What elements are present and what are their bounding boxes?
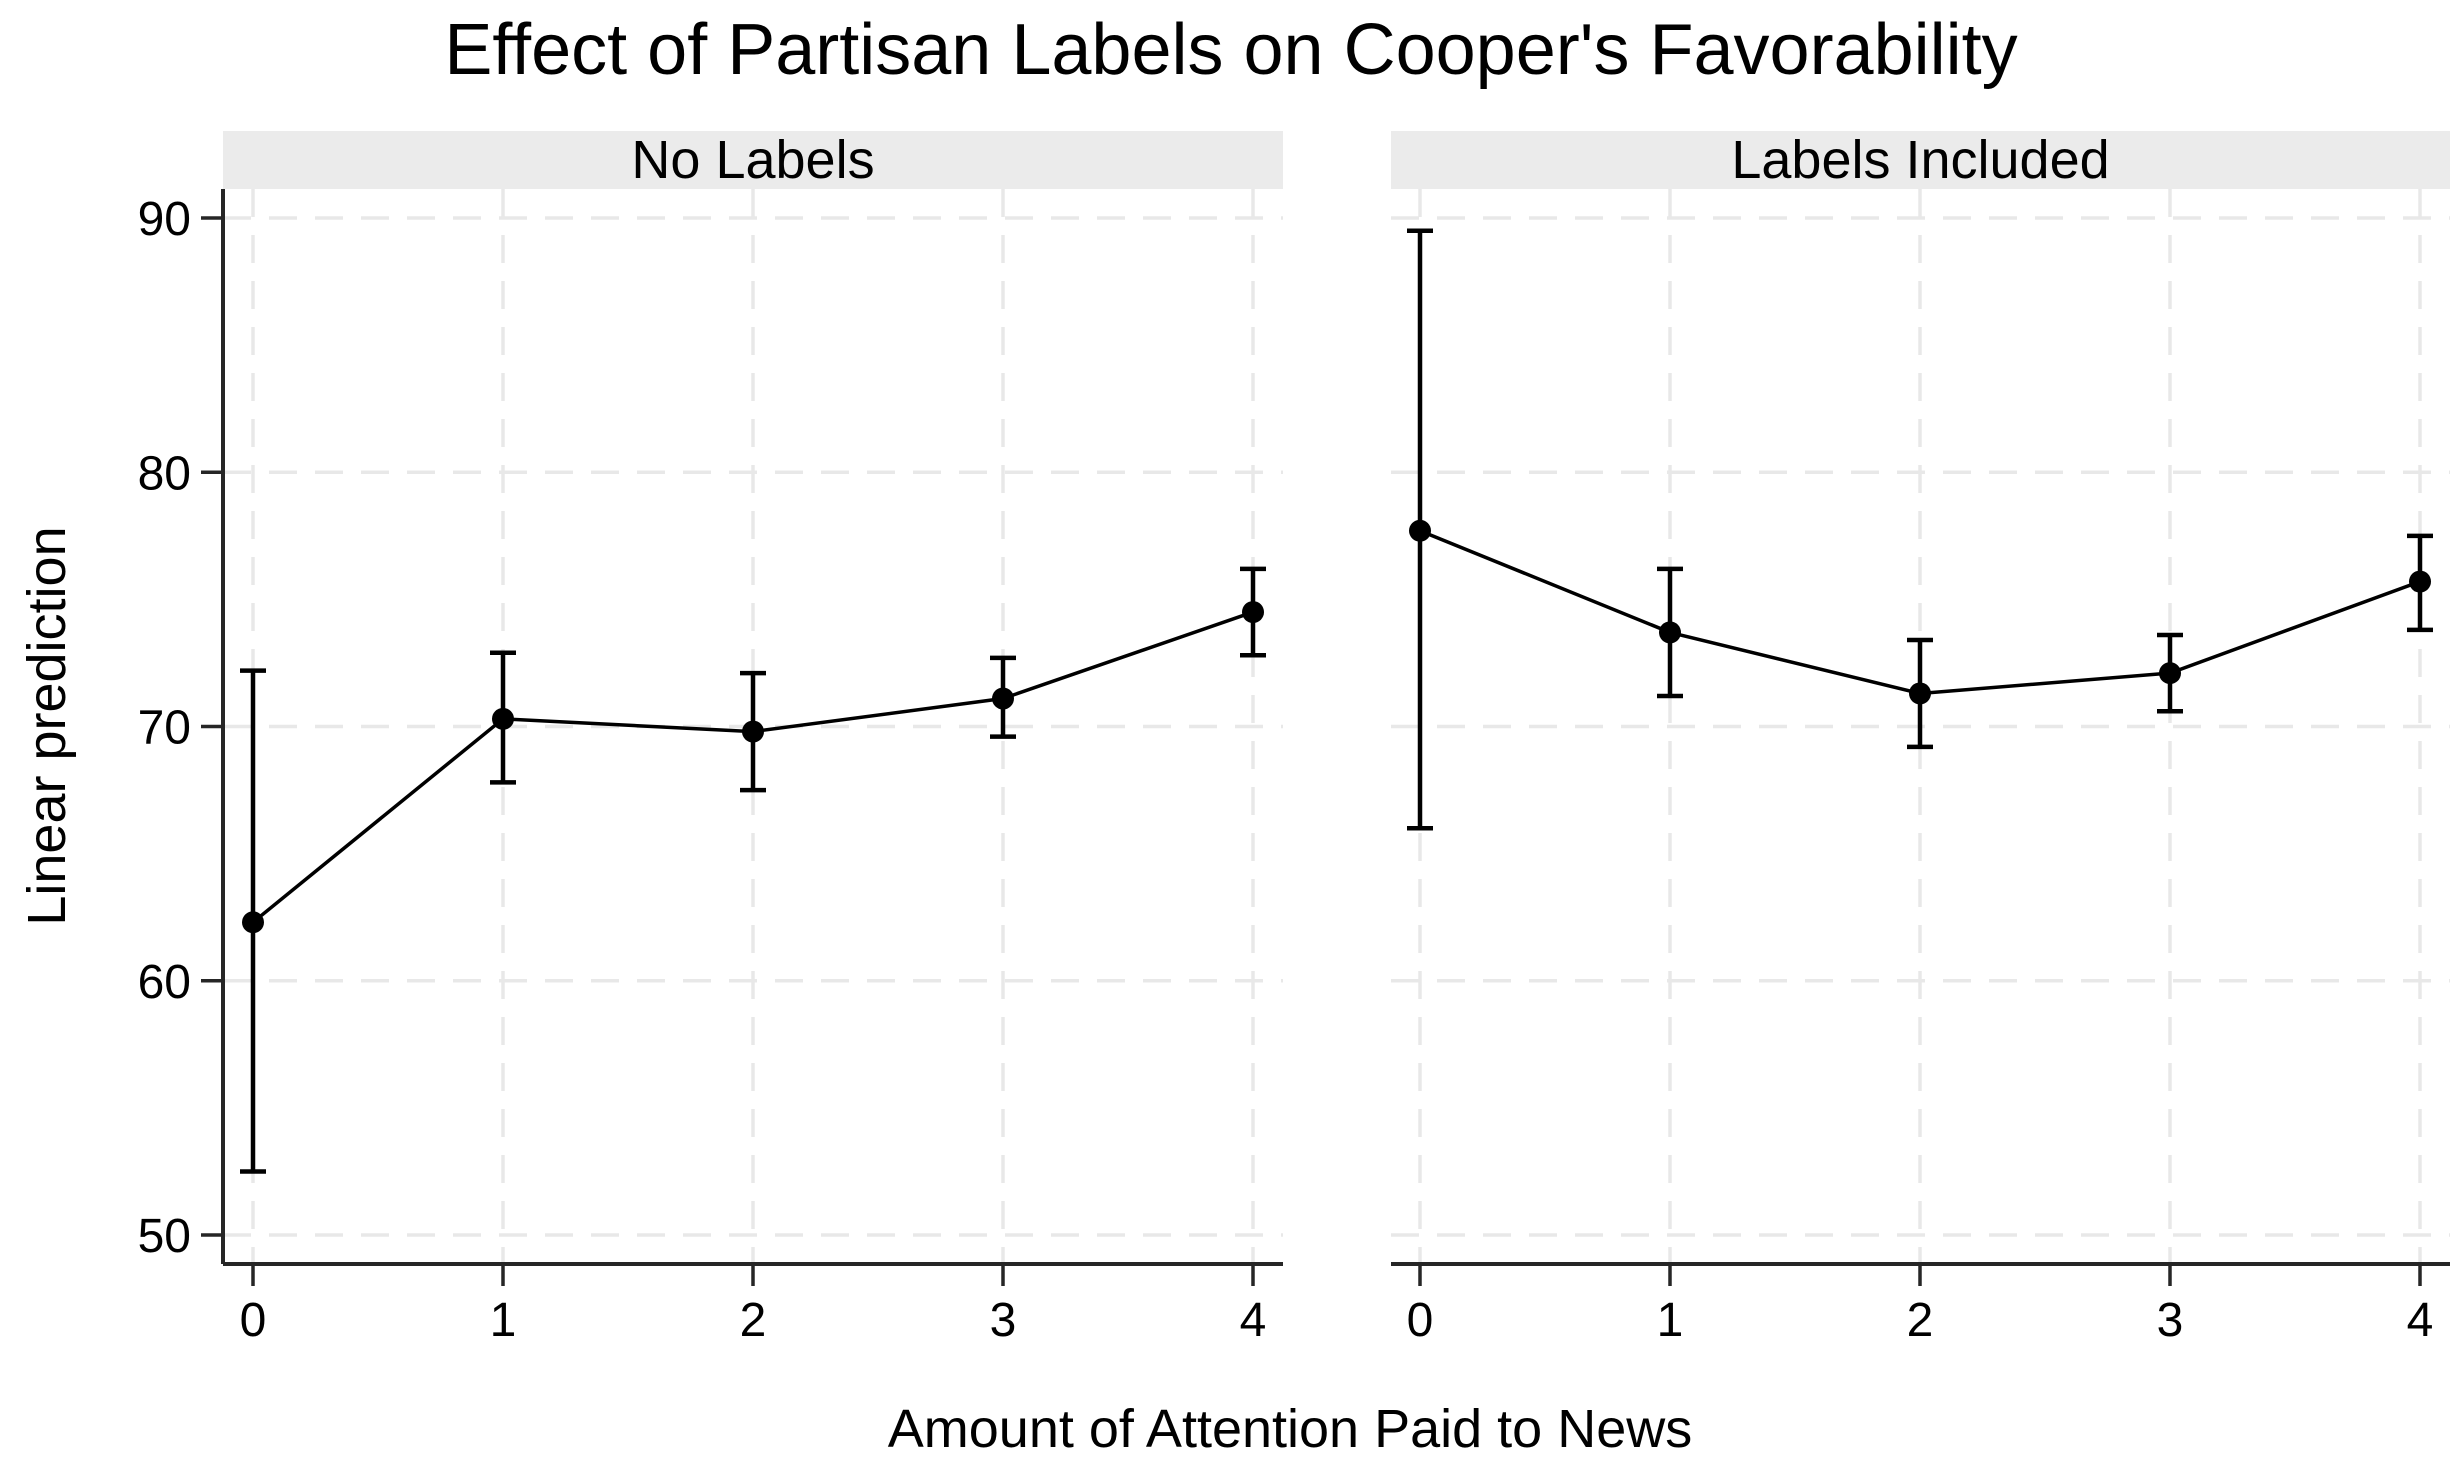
data-point bbox=[1242, 601, 1264, 624]
series bbox=[1407, 228, 2433, 831]
svg-text:3: 3 bbox=[2157, 1294, 2184, 1347]
series bbox=[240, 566, 1266, 1174]
data-point bbox=[992, 687, 1014, 710]
data-point bbox=[492, 707, 514, 730]
data-point bbox=[1909, 682, 1931, 705]
data-point bbox=[2159, 662, 2181, 685]
svg-text:1: 1 bbox=[1657, 1294, 1684, 1347]
axes bbox=[201, 189, 1283, 1286]
svg-text:4: 4 bbox=[2407, 1294, 2434, 1347]
svg-text:1: 1 bbox=[490, 1294, 517, 1347]
svg-text:4: 4 bbox=[1240, 1294, 1267, 1347]
x-axis-title: Amount of Attention Paid to News bbox=[887, 1399, 1693, 1459]
svg-text:70: 70 bbox=[138, 702, 191, 755]
panel-strip-labels-included-label: Labels Included bbox=[1731, 130, 2110, 190]
tick-labels: 0 1 2 3 4 bbox=[1407, 1294, 2434, 1347]
data-point bbox=[2409, 570, 2431, 593]
svg-text:0: 0 bbox=[240, 1294, 267, 1347]
svg-text:90: 90 bbox=[138, 193, 191, 246]
tick-labels: 50 60 70 80 90 0 1 2 3 4 bbox=[138, 193, 1267, 1347]
svg-text:60: 60 bbox=[138, 956, 191, 1009]
panel-no-labels: 50 60 70 80 90 0 1 2 3 4 bbox=[138, 189, 1283, 1347]
data-point bbox=[242, 911, 264, 934]
svg-text:2: 2 bbox=[740, 1294, 767, 1347]
svg-text:80: 80 bbox=[138, 447, 191, 500]
panel-strip-labels-included: Labels Included bbox=[1391, 131, 2450, 189]
svg-text:2: 2 bbox=[1907, 1294, 1934, 1347]
data-point bbox=[1409, 519, 1431, 542]
axes bbox=[1391, 1262, 2450, 1286]
svg-text:50: 50 bbox=[138, 1210, 191, 1263]
panel-strip-no-labels-label: No Labels bbox=[631, 130, 875, 190]
svg-text:0: 0 bbox=[1407, 1294, 1434, 1347]
panel-labels-included: 0 1 2 3 4 bbox=[1391, 189, 2450, 1347]
panel-strip-no-labels: No Labels bbox=[223, 131, 1283, 189]
chart-title: Effect of Partisan Labels on Cooper's Fa… bbox=[444, 10, 2018, 90]
data-point bbox=[742, 720, 764, 743]
data-point bbox=[1659, 621, 1681, 644]
svg-text:3: 3 bbox=[990, 1294, 1017, 1347]
